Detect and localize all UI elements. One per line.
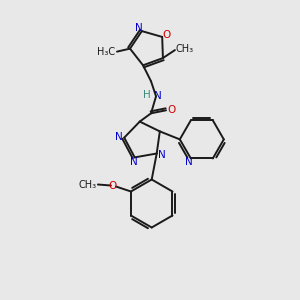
Text: H₃C: H₃C	[97, 46, 115, 57]
Text: N: N	[185, 158, 193, 167]
Text: CH₃: CH₃	[79, 179, 97, 190]
Text: N: N	[135, 23, 143, 33]
Text: N: N	[158, 149, 166, 160]
Text: CH₃: CH₃	[176, 44, 194, 54]
Text: N: N	[130, 158, 138, 167]
Text: O: O	[162, 30, 170, 40]
Text: N: N	[154, 91, 162, 101]
Text: H: H	[143, 90, 151, 100]
Text: O: O	[167, 105, 175, 115]
Text: O: O	[109, 181, 117, 190]
Text: N: N	[115, 132, 123, 142]
